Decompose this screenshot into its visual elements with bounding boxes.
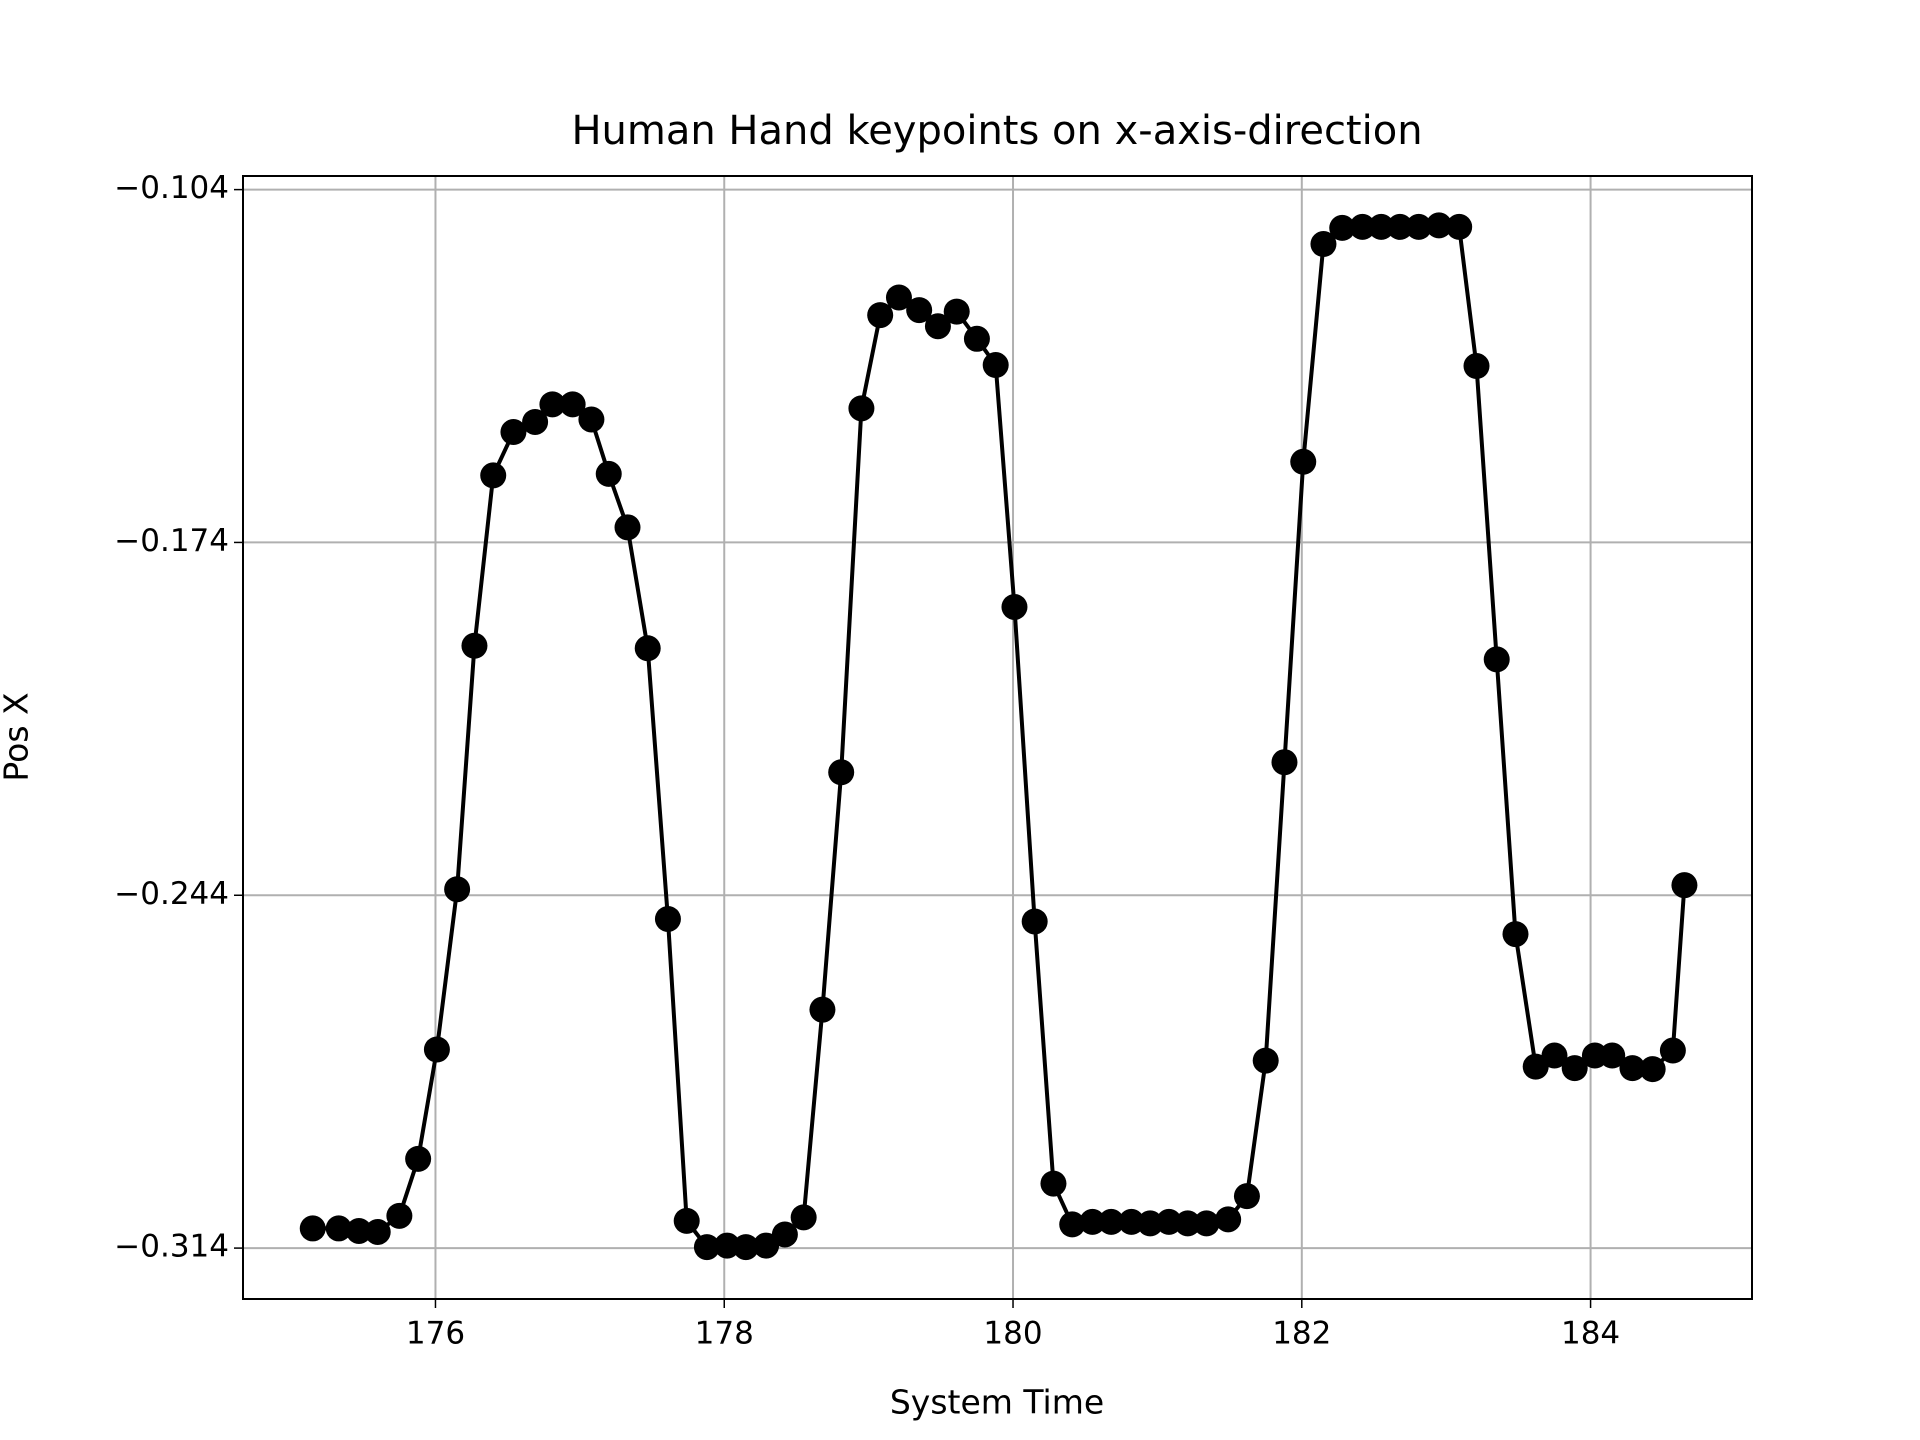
data-point xyxy=(1137,1210,1164,1237)
data-point xyxy=(634,635,661,662)
x-tick-label: 182 xyxy=(1272,1316,1331,1352)
data-point xyxy=(423,1036,450,1063)
data-point xyxy=(578,406,605,433)
data-point xyxy=(1059,1211,1086,1238)
data-point xyxy=(1174,1210,1201,1237)
data-point xyxy=(732,1234,759,1261)
data-point xyxy=(1329,214,1356,241)
data-point xyxy=(848,395,875,422)
data-point xyxy=(790,1204,817,1231)
data-point xyxy=(1118,1208,1145,1235)
data-point xyxy=(614,514,641,541)
data-point xyxy=(1541,1042,1568,1069)
data-point xyxy=(809,996,836,1023)
data-point xyxy=(1425,212,1452,239)
data-point xyxy=(1446,213,1473,240)
data-point xyxy=(943,298,970,325)
y-tick-label: −0.174 xyxy=(114,523,229,559)
data-point xyxy=(1021,908,1048,935)
data-point xyxy=(559,391,586,418)
data-point xyxy=(345,1217,372,1244)
data-point xyxy=(828,759,855,786)
data-point xyxy=(982,352,1009,379)
data-point xyxy=(522,408,549,435)
data-point xyxy=(1561,1055,1588,1082)
data-point xyxy=(1483,646,1510,673)
data-point xyxy=(963,325,990,352)
data-point xyxy=(1290,448,1317,475)
data-point xyxy=(1522,1053,1549,1080)
data-point xyxy=(1040,1170,1067,1197)
data-point xyxy=(1671,872,1698,899)
data-point xyxy=(906,297,933,324)
data-point xyxy=(1599,1042,1626,1069)
data-point xyxy=(1155,1208,1182,1235)
data-point xyxy=(364,1218,391,1245)
data-point xyxy=(1098,1208,1125,1235)
data-point xyxy=(1639,1056,1666,1083)
data-point xyxy=(1405,213,1432,240)
data-point xyxy=(714,1232,741,1259)
data-point xyxy=(693,1234,720,1261)
data-point xyxy=(1079,1208,1106,1235)
data-point xyxy=(1233,1183,1260,1210)
data-point xyxy=(539,391,566,418)
data-point xyxy=(1619,1055,1646,1082)
x-axis-label: System Time xyxy=(890,1383,1104,1422)
data-point xyxy=(500,419,527,446)
data-point xyxy=(1659,1037,1686,1064)
y-tick-label: −0.314 xyxy=(114,1229,229,1265)
data-point xyxy=(325,1215,352,1242)
y-tick-label: −0.244 xyxy=(114,876,229,912)
data-point xyxy=(771,1221,798,1248)
data-point xyxy=(1271,749,1298,776)
data-point xyxy=(885,284,912,311)
data-point xyxy=(673,1207,700,1234)
data-point xyxy=(444,876,471,903)
chart-title: Human Hand keypoints on x-axis-direction xyxy=(571,108,1422,154)
data-point xyxy=(386,1202,413,1229)
y-axis-label: Pos X xyxy=(0,692,36,781)
data-point xyxy=(1252,1047,1279,1074)
data-point xyxy=(753,1232,780,1259)
data-point xyxy=(461,632,488,659)
data-point xyxy=(1349,213,1376,240)
x-tick-label: 184 xyxy=(1561,1316,1620,1352)
data-point xyxy=(1463,353,1490,380)
data-point xyxy=(1368,213,1395,240)
data-point xyxy=(867,302,894,329)
y-tick-label: −0.104 xyxy=(114,170,229,206)
data-point xyxy=(1193,1210,1220,1237)
x-tick-label: 176 xyxy=(406,1316,465,1352)
data-point xyxy=(299,1215,326,1242)
data-point xyxy=(480,462,507,489)
plot-frame xyxy=(242,175,1753,1300)
data-point xyxy=(654,905,681,932)
data-point xyxy=(1386,213,1413,240)
x-tick-label: 180 xyxy=(983,1316,1042,1352)
data-point xyxy=(1502,921,1529,948)
data-point xyxy=(1215,1206,1242,1233)
x-tick-label: 178 xyxy=(695,1316,754,1352)
data-point xyxy=(1310,231,1337,258)
data-point xyxy=(1001,593,1028,620)
data-point xyxy=(595,460,622,487)
data-point xyxy=(405,1145,432,1172)
data-point xyxy=(924,313,951,340)
